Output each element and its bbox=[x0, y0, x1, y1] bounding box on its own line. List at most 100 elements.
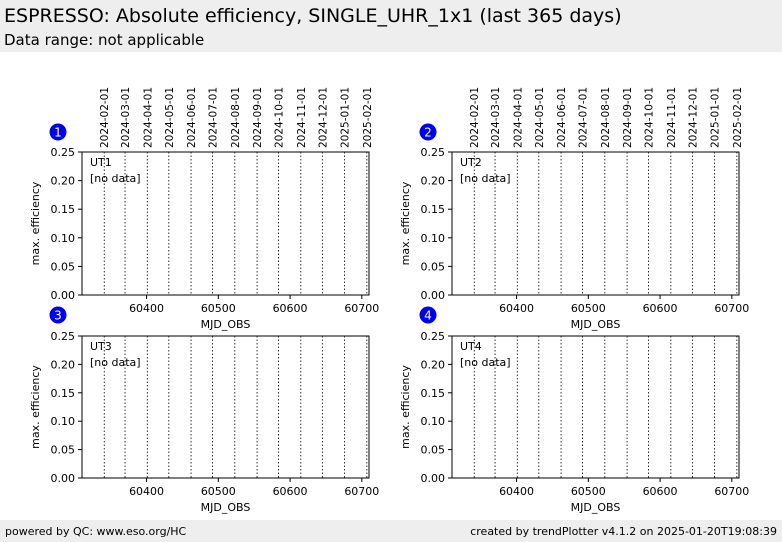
panel-badge-number: 3 bbox=[54, 309, 62, 323]
date-marker-label: 2024-05-01 bbox=[534, 87, 546, 148]
y-tick-label: 0.10 bbox=[51, 415, 76, 428]
x-tick-label: 60400 bbox=[499, 485, 534, 498]
date-marker-label: 2024-04-01 bbox=[142, 87, 154, 148]
y-axis-label: max. efficiency bbox=[399, 365, 412, 449]
x-tick-label: 60600 bbox=[273, 485, 308, 498]
chart-panel-2: 2024-02-01 2024-03-01 2024-04-01 2024-05-01… bbox=[399, 87, 749, 331]
y-tick-label: 0.20 bbox=[51, 175, 76, 188]
date-marker-label: 2024-11-01 bbox=[666, 87, 678, 148]
x-axis-label: MJD_OBS bbox=[571, 501, 621, 514]
panel-label: UT4 bbox=[460, 340, 482, 353]
panel-badge bbox=[419, 306, 437, 324]
x-tick-label: 60400 bbox=[129, 485, 164, 498]
chart-panel-4: 0.00 0.05 0.10 0.15 0.20 0.25 60400 60500 60600 6… bbox=[399, 306, 749, 514]
date-marker-label: 2024-11-01 bbox=[296, 87, 308, 148]
x-tick-label: 60500 bbox=[201, 302, 236, 315]
x-axis-label: MJD_OBS bbox=[201, 501, 251, 514]
page-title: ESPRESSO: Absolute efficiency, SINGLE_UH… bbox=[4, 5, 622, 27]
x-tick-label: 60600 bbox=[273, 302, 308, 315]
x-tick-label: 60700 bbox=[344, 485, 379, 498]
date-marker-label: 2024-04-01 bbox=[512, 87, 524, 148]
date-marker-label: 2024-08-01 bbox=[600, 87, 612, 148]
y-tick-label: 0.00 bbox=[51, 472, 76, 485]
y-axis-label: max. efficiency bbox=[29, 365, 42, 449]
y-tick-label: 0.10 bbox=[421, 232, 446, 245]
date-marker-label: 2025-02-01 bbox=[362, 87, 374, 148]
page-subtitle: Data range: not applicable bbox=[4, 31, 205, 49]
panel-badge bbox=[49, 123, 67, 141]
date-marker-label: 2024-07-01 bbox=[578, 87, 590, 148]
y-tick-label: 0.25 bbox=[51, 146, 76, 159]
date-marker-label: 2024-02-01 bbox=[469, 87, 481, 148]
panel-badge-number: 2 bbox=[424, 126, 432, 140]
y-tick-label: 0.25 bbox=[421, 330, 446, 343]
x-tick-label: 60400 bbox=[499, 302, 534, 315]
panel-badge-number: 1 bbox=[54, 126, 62, 140]
y-tick-label: 0.05 bbox=[421, 444, 446, 457]
no-data-label: [no data] bbox=[460, 356, 511, 369]
x-tick-label: 60700 bbox=[344, 302, 379, 315]
no-data-label: [no data] bbox=[90, 356, 141, 369]
panel-label: UT1 bbox=[90, 156, 112, 169]
panel-badge bbox=[419, 123, 437, 141]
y-tick-label: 0.15 bbox=[421, 387, 446, 400]
header-bar: ESPRESSO: Absolute efficiency, SINGLE_UH… bbox=[0, 0, 782, 52]
y-tick-label: 0.00 bbox=[51, 289, 76, 302]
x-tick-label: 60600 bbox=[643, 302, 678, 315]
date-marker-label: 2024-06-01 bbox=[556, 87, 568, 148]
y-tick-label: 0.15 bbox=[51, 203, 76, 216]
plot-frame bbox=[81, 335, 370, 479]
x-tick-label: 60400 bbox=[129, 302, 164, 315]
footer-generator: created by trendPlotter v4.1.2 on 2025-0… bbox=[470, 525, 777, 538]
x-tick-label: 60600 bbox=[643, 485, 678, 498]
y-tick-label: 0.20 bbox=[421, 175, 446, 188]
date-marker-label: 2024-05-01 bbox=[164, 87, 176, 148]
date-marker-label: 2024-03-01 bbox=[490, 87, 502, 148]
y-tick-label: 0.00 bbox=[421, 472, 446, 485]
date-marker-label: 2024-06-01 bbox=[186, 87, 198, 148]
footer-bar: powered by QC: www.eso.org/HC created by… bbox=[0, 520, 782, 542]
date-marker-label: 2025-02-01 bbox=[732, 87, 744, 148]
y-tick-label: 0.00 bbox=[421, 289, 446, 302]
x-tick-label: 60700 bbox=[714, 485, 749, 498]
x-axis-label: MJD_OBS bbox=[571, 318, 621, 331]
date-marker-label: 2024-09-01 bbox=[252, 87, 264, 148]
x-tick-label: 60500 bbox=[571, 302, 606, 315]
panel-label: UT2 bbox=[460, 156, 482, 169]
plot-frame bbox=[451, 335, 740, 479]
date-marker-label: 2024-12-01 bbox=[687, 87, 699, 148]
y-tick-label: 0.20 bbox=[421, 358, 446, 371]
no-data-label: [no data] bbox=[460, 172, 511, 185]
panel-label: UT3 bbox=[90, 340, 112, 353]
plot-frame bbox=[451, 151, 740, 296]
date-marker-label: 2024-03-01 bbox=[120, 87, 132, 148]
footer-credit: powered by QC: www.eso.org/HC bbox=[5, 525, 187, 538]
y-tick-label: 0.25 bbox=[421, 146, 446, 159]
chart-panel-1: 2024-02-01 2024-03-01 2024-04-01 2024-05-01… bbox=[29, 87, 379, 331]
x-tick-label: 60500 bbox=[201, 485, 236, 498]
panel-badge bbox=[49, 306, 67, 324]
y-tick-label: 0.10 bbox=[421, 415, 446, 428]
date-marker-label: 2024-07-01 bbox=[208, 87, 220, 148]
date-marker-label: 2025-01-01 bbox=[340, 87, 352, 148]
y-axis-label: max. efficiency bbox=[29, 181, 42, 265]
date-marker-label: 2024-09-01 bbox=[622, 87, 634, 148]
y-tick-label: 0.10 bbox=[51, 232, 76, 245]
y-tick-label: 0.15 bbox=[51, 387, 76, 400]
y-tick-label: 0.05 bbox=[51, 260, 76, 273]
date-marker-label: 2024-10-01 bbox=[274, 87, 286, 148]
date-marker-label: 2025-01-01 bbox=[710, 87, 722, 148]
y-tick-label: 0.20 bbox=[51, 358, 76, 371]
y-tick-label: 0.15 bbox=[421, 203, 446, 216]
date-marker-label: 2024-08-01 bbox=[230, 87, 242, 148]
panel-badge-number: 4 bbox=[424, 309, 432, 323]
x-tick-label: 60500 bbox=[571, 485, 606, 498]
y-tick-label: 0.05 bbox=[421, 260, 446, 273]
y-tick-label: 0.05 bbox=[51, 444, 76, 457]
x-axis-label: MJD_OBS bbox=[201, 318, 251, 331]
plot-frame bbox=[81, 151, 370, 296]
chart-panel-3: 0.00 0.05 0.10 0.15 0.20 0.25 60400 60500 60600 6… bbox=[29, 306, 379, 514]
x-tick-label: 60700 bbox=[714, 302, 749, 315]
date-marker-label: 2024-12-01 bbox=[317, 87, 329, 148]
